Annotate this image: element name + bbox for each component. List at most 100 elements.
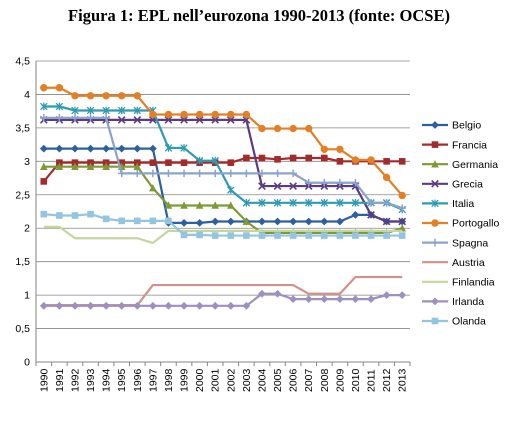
- data-point-germania: [102, 162, 110, 170]
- data-point-italia: [242, 199, 251, 207]
- y-tick-label: 2: [24, 223, 30, 235]
- data-point-italia: [227, 186, 235, 194]
- data-point-spagna: [336, 178, 344, 187]
- data-point-francia: [274, 156, 281, 163]
- data-point-grecia: [289, 182, 297, 190]
- x-tick-label: 1993: [85, 368, 97, 392]
- data-point-portogallo: [320, 145, 328, 153]
- data-point-francia: [227, 159, 235, 166]
- data-point-belgio: [258, 217, 266, 226]
- data-point-portogallo: [242, 110, 251, 119]
- data-point-olanda: [383, 232, 390, 239]
- data-point-olanda: [367, 232, 375, 239]
- data-point-spagna: [164, 169, 173, 178]
- legend-item-belgio: Belgio: [422, 120, 481, 132]
- data-point-spagna: [304, 178, 313, 187]
- data-point-italia: [258, 199, 266, 207]
- series-line-italia: [43, 105, 403, 211]
- legend-label: Portogallo: [452, 218, 499, 230]
- data-point-italia: [211, 156, 219, 165]
- data-point-grecia: [117, 115, 126, 124]
- data-point-olanda: [258, 232, 266, 239]
- data-point-grecia: [164, 115, 173, 124]
- x-tick-label: 1992: [69, 368, 81, 392]
- data-point-italia: [180, 144, 188, 152]
- x-tick-label: 2000: [194, 368, 206, 392]
- series-olanda: [40, 210, 406, 239]
- series-irlanda: [39, 289, 407, 310]
- data-point-grecia: [211, 115, 220, 124]
- legend-label: Belgio: [452, 120, 481, 132]
- data-point-irlanda: [273, 289, 282, 298]
- legend-marker: [431, 121, 439, 129]
- data-point-irlanda: [148, 301, 157, 310]
- data-point-italia: [320, 199, 329, 207]
- y-tick-label: 4: [24, 89, 30, 101]
- data-point-irlanda: [367, 295, 375, 304]
- data-point-portogallo: [305, 124, 313, 133]
- x-tick-label: 2010: [350, 368, 362, 392]
- data-point-grecia: [133, 115, 142, 124]
- data-point-olanda: [180, 231, 188, 239]
- y-tick-label: 3,5: [15, 122, 30, 134]
- legend: Belgio Francia Germania Grecia Italia Portoga…: [422, 120, 499, 328]
- legend-marker: [431, 297, 439, 306]
- x-tick-label: 2013: [397, 368, 409, 392]
- data-point-italia: [102, 106, 110, 115]
- data-point-spagna: [226, 169, 235, 178]
- data-point-spagna: [86, 114, 95, 122]
- legend-marker: [431, 238, 439, 247]
- data-point-belgio: [335, 217, 344, 226]
- series-austria: [43, 275, 403, 307]
- data-point-francia: [289, 154, 297, 162]
- data-point-italia: [117, 106, 126, 115]
- data-point-spagna: [351, 178, 360, 187]
- data-point-irlanda: [226, 301, 235, 310]
- data-point-belgio: [304, 217, 313, 226]
- data-point-irlanda: [39, 301, 48, 310]
- data-point-germania: [86, 162, 95, 170]
- data-point-irlanda: [289, 295, 298, 304]
- data-point-portogallo: [133, 92, 141, 100]
- chart-title: Figura 1: EPL nell’eurozona 1990-2013 (f…: [68, 6, 450, 25]
- x-tick-label: 2011: [366, 369, 378, 392]
- data-point-francia: [165, 159, 172, 166]
- data-point-francia: [320, 154, 328, 162]
- data-point-olanda: [243, 232, 250, 239]
- data-point-spagna: [242, 169, 251, 178]
- data-point-olanda: [305, 232, 313, 239]
- data-point-italia: [289, 199, 297, 207]
- data-point-portogallo: [211, 110, 219, 119]
- legend-marker: [431, 141, 439, 148]
- data-point-germania: [242, 217, 251, 225]
- x-tick-label: 1990: [38, 368, 50, 392]
- data-point-portogallo: [289, 124, 297, 133]
- y-tick-label: 0: [24, 357, 30, 369]
- data-point-portogallo: [71, 92, 79, 100]
- data-point-portogallo: [164, 110, 173, 119]
- data-point-grecia: [180, 115, 188, 124]
- data-point-francia: [336, 158, 344, 165]
- data-point-belgio: [226, 217, 235, 226]
- series-italia: [40, 102, 406, 214]
- legend-marker: [431, 317, 439, 325]
- data-point-irlanda: [71, 301, 79, 310]
- data-point-portogallo: [149, 110, 157, 119]
- data-point-germania: [180, 201, 188, 209]
- legend-item-irlanda: Irlanda: [422, 296, 484, 308]
- data-point-belgio: [71, 144, 79, 153]
- y-tick-label: 2,5: [15, 189, 30, 201]
- legend-label: Italia: [452, 198, 474, 210]
- data-point-italia: [351, 199, 360, 207]
- data-point-portogallo: [398, 191, 406, 200]
- data-point-portogallo: [180, 110, 188, 119]
- data-point-spagna: [382, 199, 391, 207]
- x-tick-label: 1991: [54, 368, 66, 392]
- data-point-spagna: [258, 169, 266, 178]
- data-point-francia: [305, 154, 313, 162]
- series-finlandia: [43, 225, 403, 245]
- data-point-olanda: [352, 232, 359, 239]
- data-point-irlanda: [86, 301, 95, 310]
- data-point-spagna: [289, 169, 297, 178]
